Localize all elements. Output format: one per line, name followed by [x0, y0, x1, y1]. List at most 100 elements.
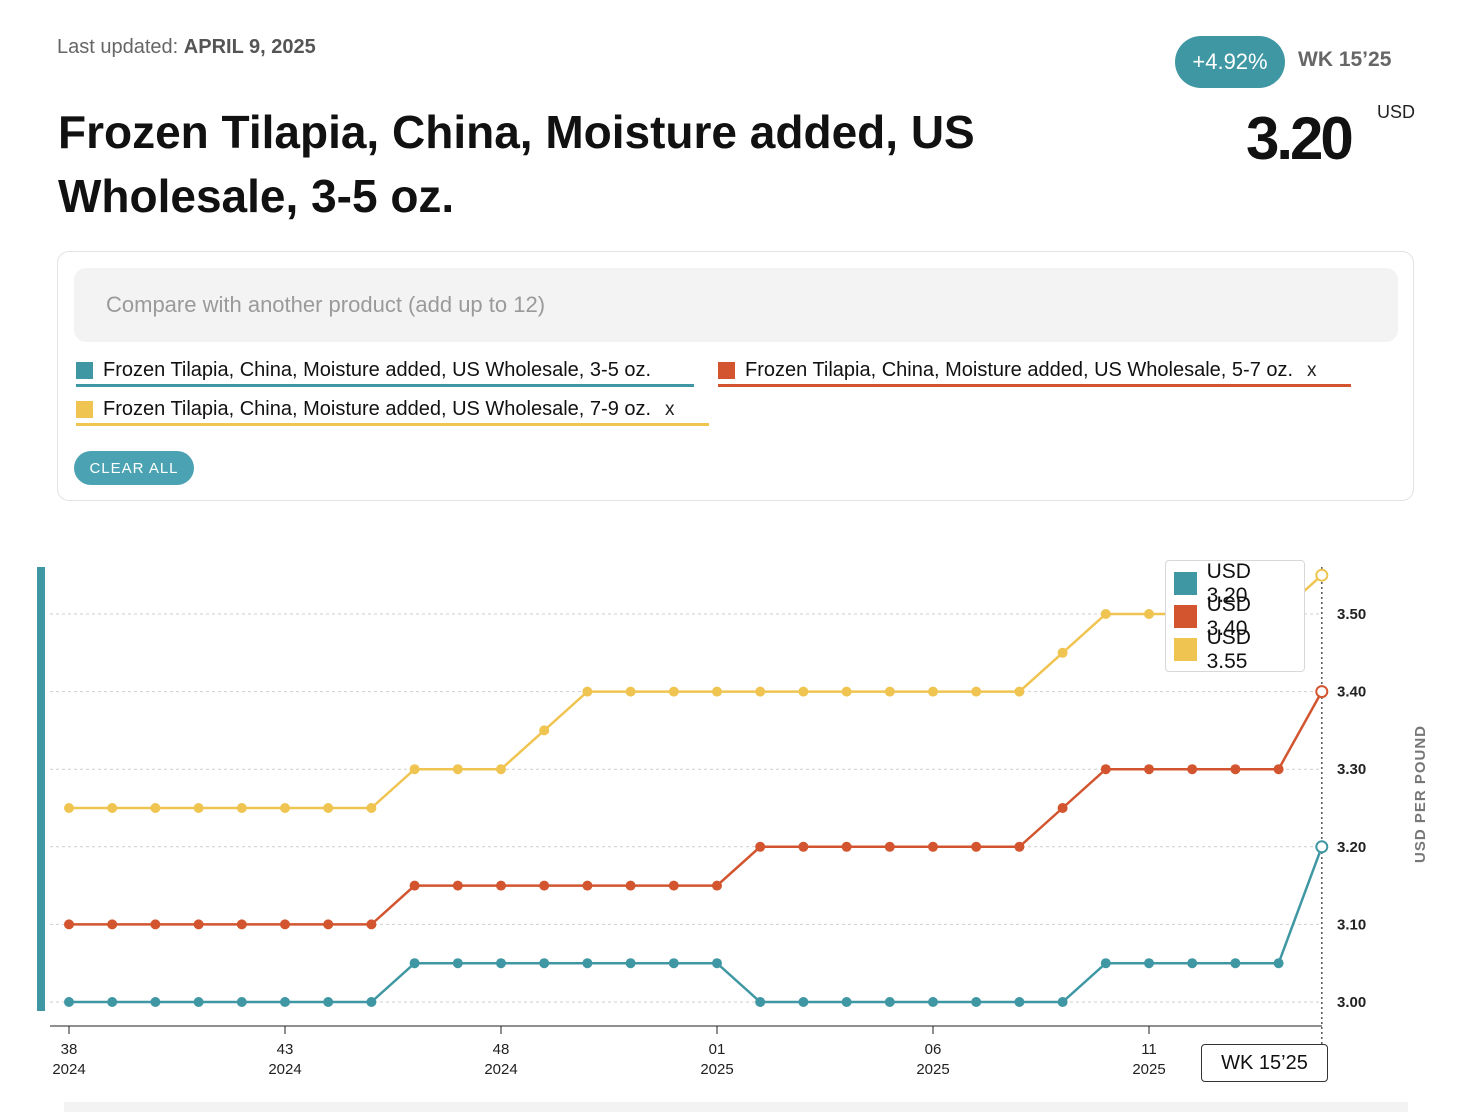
x-tick-week: 01 — [709, 1041, 726, 1058]
series-data-point — [236, 803, 247, 813]
series-color-swatch — [76, 401, 93, 418]
series-data-point — [193, 919, 204, 930]
series-data-point — [798, 841, 809, 852]
x-tick-week: 48 — [493, 1041, 510, 1058]
series-data-point — [971, 686, 982, 697]
series-data-point — [928, 686, 938, 697]
x-tick-year: 2024 — [484, 1061, 517, 1078]
last-updated: Last updated: APRIL 9, 2025 — [57, 36, 316, 59]
compare-panel — [57, 251, 1414, 501]
series-data-point — [280, 919, 290, 930]
series-data-point — [193, 803, 204, 813]
x-tick-year: 2025 — [916, 1061, 949, 1078]
series-data-point — [668, 958, 679, 969]
series-data-point — [323, 919, 334, 930]
series-data-point — [625, 958, 636, 969]
series-data-point — [1100, 764, 1111, 775]
series-data-point — [193, 997, 204, 1007]
series-data-point — [366, 997, 377, 1007]
compare-search-input[interactable] — [74, 268, 1398, 342]
y-axis-title: USD PER POUND — [1412, 725, 1429, 863]
series-data-point — [452, 958, 463, 969]
series-color-swatch — [718, 362, 735, 379]
series-data-point — [366, 803, 377, 813]
series-data-point — [582, 958, 593, 969]
x-tick-week: 43 — [277, 1041, 294, 1058]
series-data-point — [712, 958, 722, 969]
series-data-point — [280, 997, 290, 1007]
legend-swatch — [1174, 605, 1197, 628]
y-tick-label: 3.10 — [1337, 916, 1366, 933]
series-data-point — [1144, 609, 1154, 619]
x-tick-year: 2025 — [700, 1061, 733, 1078]
series-data-point — [755, 841, 766, 852]
x-tick-year: 2024 — [52, 1061, 85, 1078]
series-data-point — [841, 841, 852, 852]
series-data-point — [236, 997, 247, 1007]
y-tick-label: 3.00 — [1337, 994, 1366, 1011]
series-data-point — [1187, 958, 1198, 969]
compare-tag-label: Frozen Tilapia, China, Moisture added, U… — [103, 398, 652, 420]
series-line-3 — [69, 574, 1323, 810]
clear-all-button[interactable]: CLEAR ALL — [74, 451, 194, 485]
series-data-point — [971, 841, 982, 852]
price-currency: USD — [1377, 102, 1416, 122]
last-updated-prefix: Last updated: — [57, 36, 179, 58]
series-data-point — [64, 919, 74, 930]
series-color-swatch — [76, 362, 93, 379]
series-data-point — [798, 997, 809, 1007]
series-data-point — [539, 725, 550, 736]
legend-item: USD 3.55 — [1174, 626, 1296, 673]
series-data-point — [884, 997, 895, 1007]
series-data-point — [150, 803, 161, 813]
series-data-point — [582, 686, 593, 697]
series-data-point — [409, 880, 420, 891]
series-current-point — [1315, 568, 1329, 582]
current-week-label: WK 15’25 — [1298, 48, 1392, 71]
series-data-point — [798, 686, 809, 697]
series-data-point — [323, 803, 334, 813]
crosshair-week-label: WK 15’25 — [1201, 1044, 1328, 1082]
remove-tag-button[interactable]: x — [1307, 359, 1317, 381]
remove-tag-button[interactable]: x — [665, 398, 675, 420]
y-tick-label: 3.50 — [1337, 606, 1366, 623]
chart-accent-bar — [37, 567, 45, 1011]
legend-item: USD 3.40 — [1174, 593, 1296, 640]
series-data-point — [971, 997, 982, 1007]
series-data-point — [1187, 764, 1198, 775]
series-data-point — [928, 841, 938, 852]
series-data-point — [496, 958, 506, 969]
series-data-point — [107, 919, 118, 930]
series-data-point — [884, 686, 895, 697]
series-data-point — [452, 764, 463, 775]
legend-item: USD 3.20 — [1174, 560, 1296, 607]
x-tick-week: 11 — [1141, 1041, 1157, 1058]
series-data-point — [1144, 958, 1154, 969]
series-data-point — [1057, 647, 1068, 658]
x-tick-year: 2024 — [268, 1061, 301, 1078]
series-data-point — [236, 919, 247, 930]
series-data-point — [64, 997, 74, 1007]
legend-label: USD 3.20 — [1206, 559, 1251, 607]
series-data-point — [841, 686, 852, 697]
series-data-point — [366, 919, 377, 930]
price-chart[interactable]: 3.00 3.10 3.20 3.30 3.40 3.50 USD PER POUND 38 2… — [0, 540, 1470, 1102]
legend-swatch — [1174, 638, 1197, 661]
series-data-point — [582, 880, 593, 891]
series-data-point — [1144, 764, 1154, 775]
series-data-point — [1273, 764, 1284, 775]
series-data-point — [539, 880, 550, 891]
compare-tag-3-5oz: Frozen Tilapia, China, Moisture added, U… — [76, 357, 694, 387]
series-data-point — [928, 997, 938, 1007]
legend-label: USD 3.55 — [1206, 625, 1251, 673]
series-data-point — [712, 880, 722, 891]
compare-tag-5-7oz: Frozen Tilapia, China, Moisture added, U… — [718, 357, 1351, 387]
series-data-point — [1014, 997, 1025, 1007]
series-data-point — [1057, 803, 1068, 813]
chart-legend: USD 3.20 USD 3.40 USD 3.55 — [1165, 560, 1305, 673]
last-updated-date: APRIL 9, 2025 — [183, 36, 316, 58]
current-price: 3.20 — [1246, 105, 1354, 172]
x-tick-week: 38 — [61, 1041, 78, 1058]
series-data-point — [884, 841, 895, 852]
series-data-point — [1230, 958, 1241, 969]
